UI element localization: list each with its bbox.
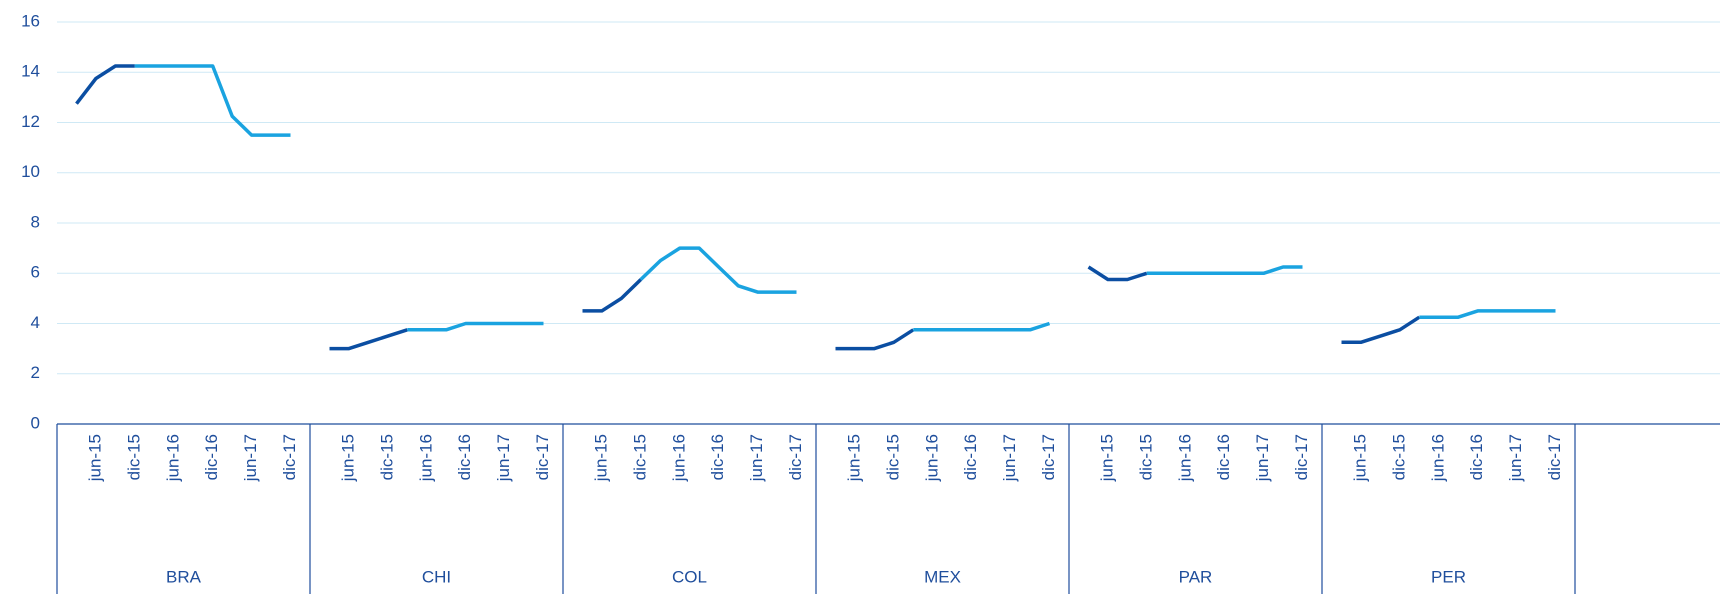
x-tick-label: jun-17	[494, 434, 513, 482]
x-tick-label: dic-16	[708, 434, 727, 480]
x-tick-label: dic-16	[1214, 434, 1233, 480]
series-line	[134, 64, 1556, 332]
x-tick-label: dic-15	[883, 434, 902, 480]
x-tick-label: jun-16	[416, 434, 435, 482]
x-tick-label: dic-15	[377, 434, 396, 480]
x-tick-label: jun-16	[922, 434, 941, 482]
y-tick-label: 0	[31, 413, 40, 432]
x-tick-label: jun-16	[669, 434, 688, 482]
x-tick-label: jun-16	[1175, 434, 1194, 482]
x-tick-label: dic-17	[1292, 434, 1311, 480]
x-tick-label: jun-15	[591, 434, 610, 482]
y-tick-label: 16	[21, 11, 40, 30]
x-tick-label: jun-15	[85, 434, 104, 482]
group-label: BRA	[166, 567, 202, 586]
x-tick-label: dic-17	[1545, 434, 1564, 480]
x-tick-label: jun-15	[338, 434, 357, 482]
y-tick-label: 12	[21, 112, 40, 131]
x-tick-label: dic-15	[1389, 434, 1408, 480]
y-tick-label: 8	[31, 212, 40, 231]
x-tick-label: jun-16	[1428, 434, 1447, 482]
x-tick-label: dic-17	[533, 434, 552, 480]
series-line	[75, 64, 1421, 351]
x-tick-label: dic-15	[124, 434, 143, 480]
x-tick-label: jun-17	[1253, 434, 1272, 482]
x-tick-label: jun-15	[844, 434, 863, 482]
x-tick-label: jun-15	[1350, 434, 1369, 482]
x-tick-label: dic-16	[1467, 434, 1486, 480]
group-label: PER	[1431, 567, 1466, 586]
x-tick-label: dic-17	[786, 434, 805, 480]
x-tick-label: dic-17	[280, 434, 299, 480]
y-tick-label: 2	[31, 363, 40, 382]
x-tick-label: jun-17	[241, 434, 260, 482]
x-tick-label: dic-16	[455, 434, 474, 480]
y-tick-label: 6	[31, 263, 40, 282]
x-tick-label: jun-17	[1000, 434, 1019, 482]
group-label: PAR	[1179, 567, 1213, 586]
x-tick-label: dic-16	[202, 434, 221, 480]
x-tick-label: jun-17	[747, 434, 766, 482]
y-tick-label: 14	[21, 62, 40, 81]
y-tick-label: 10	[21, 162, 40, 181]
x-tick-label: jun-17	[1506, 434, 1525, 482]
group-label: MEX	[924, 567, 961, 586]
x-tick-label: dic-16	[961, 434, 980, 480]
group-label: CHI	[422, 567, 451, 586]
group-label: COL	[672, 567, 707, 586]
y-tick-label: 4	[31, 313, 40, 332]
x-tick-label: dic-15	[1136, 434, 1155, 480]
x-tick-label: dic-15	[630, 434, 649, 480]
x-tick-label: jun-15	[1097, 434, 1116, 482]
x-tick-label: dic-17	[1039, 434, 1058, 480]
x-tick-label: jun-16	[163, 434, 182, 482]
